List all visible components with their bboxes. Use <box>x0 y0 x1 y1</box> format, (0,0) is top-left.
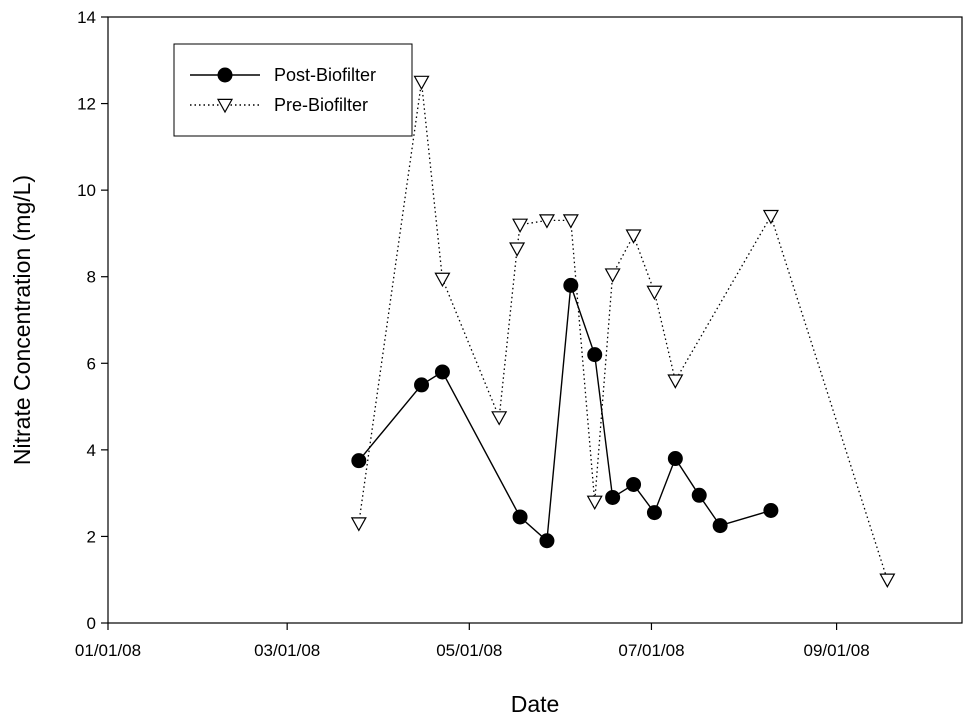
data-point <box>414 377 430 393</box>
y-tick-label: 10 <box>77 181 96 200</box>
data-point <box>539 533 555 549</box>
data-point <box>434 364 450 380</box>
legend-label: Pre-Biofilter <box>274 95 368 115</box>
data-point <box>509 242 526 257</box>
data-point <box>413 75 430 91</box>
y-axis-title: Nitrate Concentration (mg/L) <box>9 175 35 465</box>
legend-label: Post-Biofilter <box>274 65 376 85</box>
legend-marker <box>217 67 233 83</box>
y-tick-label: 12 <box>77 95 96 114</box>
data-point <box>351 453 367 469</box>
data-point <box>604 268 621 283</box>
data-point <box>646 285 663 301</box>
data-point <box>646 505 662 521</box>
y-tick-label: 8 <box>87 268 96 287</box>
data-point <box>587 347 603 363</box>
legend-marker <box>216 98 234 114</box>
x-axis: 01/01/08 03/01/08 05/01/08 07/01/08 09/01/08 <box>75 623 870 660</box>
legend-box <box>173 43 413 137</box>
series-layer <box>350 75 896 588</box>
x-tick-label: 07/01/08 <box>618 641 684 660</box>
data-point <box>350 517 367 532</box>
series-pre-biofilter <box>350 75 896 588</box>
series-line <box>358 81 888 580</box>
data-point <box>563 277 579 293</box>
data-point <box>586 495 603 511</box>
data-point <box>512 218 529 234</box>
x-tick-label: 09/01/08 <box>803 641 869 660</box>
legend-item: Pre-Biofilter <box>190 95 368 115</box>
x-tick-label: 01/01/08 <box>75 641 141 660</box>
x-tick-label: 03/01/08 <box>254 641 320 660</box>
plot-frame <box>107 16 963 624</box>
data-point <box>763 502 779 518</box>
x-axis-title: Date <box>511 691 560 717</box>
y-tick-label: 6 <box>87 354 96 373</box>
data-point <box>626 476 642 492</box>
data-point <box>512 509 528 525</box>
data-point <box>667 374 684 389</box>
y-axis: 0 2 4 6 8 10 12 14 <box>77 8 108 633</box>
data-point <box>762 209 779 225</box>
data-point <box>691 487 707 503</box>
data-point <box>879 573 896 588</box>
data-point <box>434 272 451 288</box>
data-point <box>605 489 621 505</box>
x-tick-label: 05/01/08 <box>436 641 502 660</box>
data-point <box>712 518 728 534</box>
data-point <box>625 229 642 244</box>
data-point <box>667 451 683 467</box>
y-tick-label: 4 <box>87 441 96 460</box>
data-point <box>491 411 508 426</box>
y-tick-label: 2 <box>87 527 96 546</box>
series-post-biofilter <box>351 277 779 549</box>
y-tick-label: 0 <box>87 614 96 633</box>
data-point <box>562 214 579 229</box>
y-tick-label: 14 <box>77 8 96 27</box>
data-point <box>538 214 555 229</box>
legend: Post-Biofilter Pre-Biofilter <box>173 43 413 137</box>
legend-item: Post-Biofilter <box>190 65 376 85</box>
